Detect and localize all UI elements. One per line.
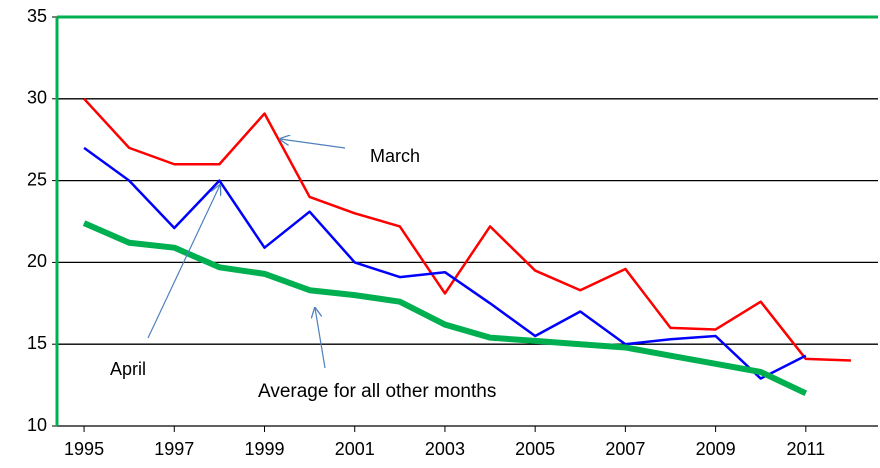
legend-label: April [110,359,146,379]
legend-label: Average for all other months [258,381,496,402]
x-tick-label: 2003 [425,439,465,459]
legend-label: March [370,146,420,166]
y-tick-label: 30 [27,88,47,108]
annotation-arrow [315,308,326,369]
annotation-arrow [280,139,346,149]
series-line [83,146,807,380]
x-tick-label: 2001 [335,439,375,459]
x-tick-label: 1997 [154,439,194,459]
series-line [83,97,851,362]
x-tick-label: 1999 [244,439,284,459]
y-tick-label: 10 [27,415,47,435]
x-tick-label: 1995 [64,439,104,459]
x-tick-label: 2005 [515,439,555,459]
y-tick-label: 15 [27,333,47,353]
x-tick-label: 2011 [786,439,825,459]
x-tick-label: 2009 [696,439,736,459]
y-tick-label: 25 [27,169,47,189]
x-tick-label: 2007 [605,439,645,459]
y-tick-label: 35 [27,6,47,26]
series-line [82,220,808,396]
y-tick-label: 20 [27,251,47,271]
annotation-arrow [147,185,220,339]
